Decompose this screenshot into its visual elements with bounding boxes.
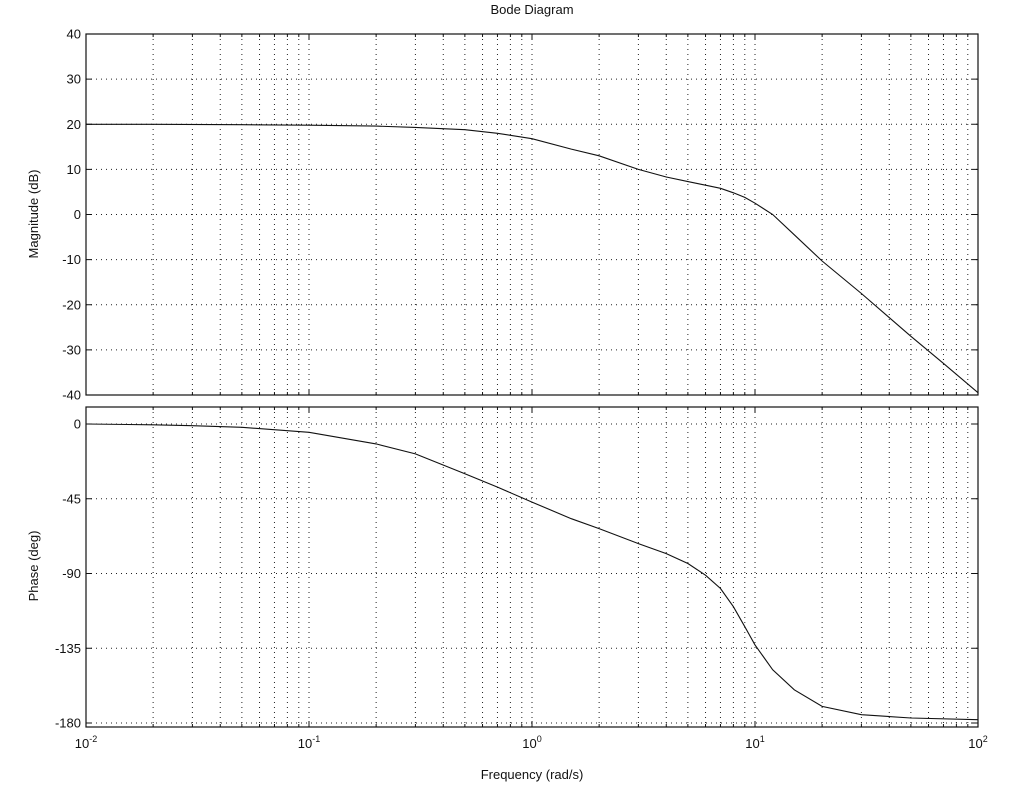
magnitude-y-tick-label: -20	[62, 297, 81, 312]
x-tick-label: 100	[522, 734, 541, 751]
magnitude-y-tick-label: -10	[62, 252, 81, 267]
x-tick-label: 102	[968, 734, 987, 751]
magnitude-y-axis-label: Magnitude (dB)	[26, 170, 41, 259]
phase-plot-frame	[85, 406, 979, 728]
magnitude-y-tick-label: 30	[67, 72, 81, 87]
phase-y-tick-label: -45	[62, 491, 81, 506]
phase-y-tick-label: 0	[74, 417, 81, 432]
magnitude-y-tick-label: 10	[67, 162, 81, 177]
magnitude-y-tick-label: -30	[62, 342, 81, 357]
x-tick-label: 101	[745, 734, 764, 751]
phase-y-tick-label: -180	[55, 716, 81, 731]
magnitude-y-tick-label: 0	[74, 207, 81, 222]
chart-title: Bode Diagram	[490, 2, 573, 17]
x-tick-label: 10-2	[75, 734, 97, 751]
magnitude-plot-frame	[85, 33, 979, 396]
magnitude-y-tick-label: -40	[62, 388, 81, 403]
magnitude-y-tick-labels: 40 30 20 10 0 -10 -20 -30 -40	[62, 27, 81, 403]
phase-y-axis-label: Phase (deg)	[26, 531, 41, 602]
phase-y-tick-labels: 0 -45 -90 -135 -180	[55, 417, 81, 731]
magnitude-panel: 40 30 20 10 0 -10 -20 -30 -40 Magnitude (dB)	[26, 27, 979, 403]
x-axis-label: Frequency (rad/s)	[481, 767, 584, 782]
magnitude-y-tick-label: 20	[67, 117, 81, 132]
phase-panel: 0 -45 -90 -135 -180 Phase (deg)	[26, 406, 979, 731]
x-tick-labels: 10-2 10-1 100 101 102	[75, 734, 988, 751]
magnitude-y-tick-label: 40	[67, 27, 81, 42]
phase-y-tick-label: -90	[62, 566, 81, 581]
phase-y-tick-label: -135	[55, 641, 81, 656]
x-tick-label: 10-1	[298, 734, 320, 751]
magnitude-curve	[86, 123, 979, 394]
phase-curve	[85, 423, 979, 721]
magnitude-grid	[86, 33, 978, 396]
phase-grid	[86, 407, 978, 727]
